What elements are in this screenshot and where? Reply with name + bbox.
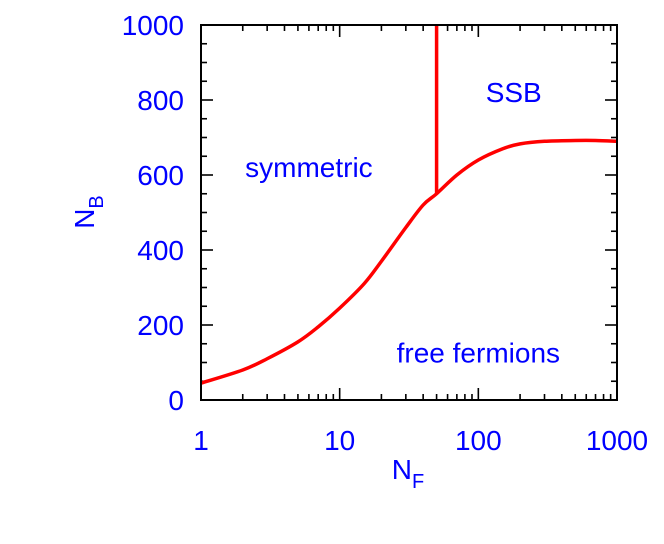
- x-axis-label: NF: [392, 454, 424, 493]
- region-label: free fermions: [397, 338, 560, 369]
- y-tick-label: 600: [137, 160, 184, 191]
- y-tick-label: 200: [137, 310, 184, 341]
- x-tick-label: 100: [455, 425, 502, 456]
- y-tick-labels: 0 200 400 600 800 1000: [122, 10, 184, 416]
- y-tick-label: 800: [137, 85, 184, 116]
- y-axis-label: NB: [69, 195, 108, 229]
- x-tick-labels: 1 10 100 1000: [193, 425, 648, 456]
- phase-boundary-curve: [200, 138, 618, 385]
- region-label: symmetric: [245, 152, 373, 183]
- x-axis-label-main: N: [392, 454, 412, 485]
- y-axis-label-sub: B: [86, 195, 108, 208]
- y-axis-label-main: N: [69, 209, 100, 229]
- region-label: SSB: [486, 77, 542, 108]
- x-tick-label: 1: [193, 425, 209, 456]
- y-tick-label: 400: [137, 235, 184, 266]
- x-axis-label-sub: F: [412, 471, 424, 493]
- x-tick-label: 10: [324, 425, 355, 456]
- y-tick-label: 0: [168, 385, 184, 416]
- phase-boundaries: [200, 25, 618, 385]
- y-tick-label: 1000: [122, 10, 184, 41]
- plot-frame: [200, 24, 618, 401]
- x-tick-label: 1000: [586, 425, 648, 456]
- region-labels: symmetric SSB free fermions: [245, 77, 560, 369]
